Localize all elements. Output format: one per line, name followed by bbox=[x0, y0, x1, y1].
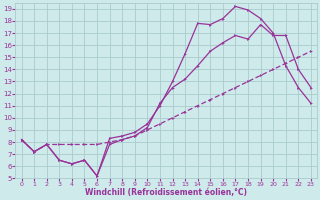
X-axis label: Windchill (Refroidissement éolien,°C): Windchill (Refroidissement éolien,°C) bbox=[85, 188, 247, 197]
